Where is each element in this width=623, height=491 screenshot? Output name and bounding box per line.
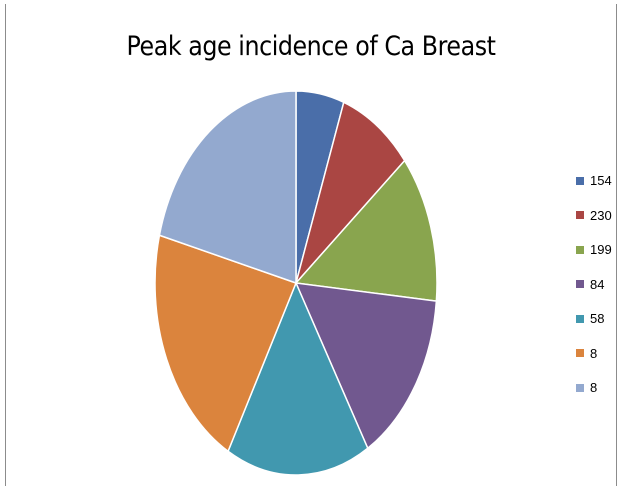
legend-item-4: 84 (576, 273, 621, 296)
pie-slice-2 (295, 101, 406, 284)
legend: 154 230 199 84 58 8 8 (576, 169, 621, 411)
legend-label: 154 (590, 173, 612, 188)
chart-area: Peak age incidence of Ca Breast 154 230 19… (5, 4, 617, 486)
pie-slice-4 (295, 282, 438, 450)
pie-chart (154, 90, 438, 476)
legend-item-6: 8 (576, 342, 621, 365)
legend-label: 84 (590, 276, 605, 292)
chart-title: Peak age incidence of Ca Breast (126, 31, 496, 62)
legend-label: 230 (590, 207, 612, 223)
legend-label: 58 (590, 311, 605, 326)
legend-swatch (576, 176, 584, 185)
legend-swatch (576, 280, 584, 288)
legend-swatch (576, 211, 584, 219)
legend-item-2: 230 (576, 204, 621, 227)
legend-item-7: 8 (576, 376, 621, 399)
legend-item-5: 58 (576, 307, 621, 330)
legend-label: 8 (590, 345, 598, 361)
legend-swatch (576, 245, 584, 254)
pie-slice-7 (158, 90, 297, 284)
legend-label: 8 (590, 380, 598, 395)
legend-item-3: 199 (576, 238, 621, 261)
legend-swatch (576, 314, 584, 323)
legend-item-1: 154 (576, 169, 621, 192)
legend-label: 199 (590, 242, 612, 257)
pie-slice-6 (154, 234, 297, 452)
pie-slice-3 (295, 159, 438, 302)
pie-slice-5 (227, 282, 369, 476)
legend-swatch (576, 383, 584, 392)
legend-swatch (576, 349, 584, 357)
